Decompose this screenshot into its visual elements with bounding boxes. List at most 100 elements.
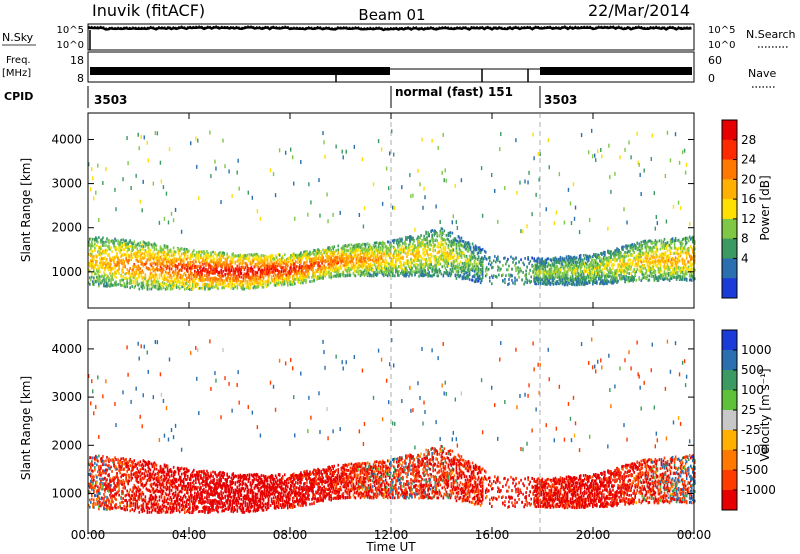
power-cell bbox=[450, 241, 453, 245]
power-cell bbox=[202, 276, 204, 279]
power-cell bbox=[543, 275, 546, 278]
power-cell bbox=[171, 285, 174, 289]
power-cell bbox=[342, 257, 345, 260]
power-cell bbox=[218, 261, 220, 264]
power-cell bbox=[426, 271, 428, 275]
power-cell bbox=[387, 262, 390, 266]
power-cell bbox=[334, 250, 337, 254]
power-cell bbox=[418, 259, 420, 263]
power-cell bbox=[198, 250, 200, 254]
power-cell bbox=[303, 271, 305, 275]
power-cell bbox=[216, 255, 218, 259]
power-cell bbox=[315, 255, 317, 259]
power-cell bbox=[424, 269, 426, 272]
power-cell bbox=[406, 259, 408, 263]
power-cell bbox=[349, 250, 352, 253]
power-cell bbox=[204, 282, 206, 286]
power-cell bbox=[286, 280, 289, 284]
power-cell bbox=[366, 242, 369, 246]
power-cell bbox=[352, 262, 355, 266]
power-cell bbox=[227, 282, 229, 286]
power-cell bbox=[122, 248, 124, 252]
power-cell bbox=[145, 266, 148, 269]
power-cell bbox=[326, 260, 328, 263]
power-cell bbox=[536, 276, 539, 280]
power-cell bbox=[445, 233, 448, 237]
power-cell bbox=[435, 265, 438, 269]
power-cell bbox=[176, 274, 179, 278]
power-cell bbox=[186, 249, 189, 253]
power-cell bbox=[217, 264, 219, 268]
power-cell bbox=[299, 256, 301, 260]
power-cell bbox=[223, 261, 225, 265]
power-cell bbox=[325, 259, 327, 263]
power-cell bbox=[480, 273, 483, 277]
power-cell bbox=[159, 160, 162, 165]
power-cell bbox=[444, 241, 447, 245]
power-cell bbox=[175, 259, 178, 263]
power-cell bbox=[435, 255, 438, 259]
power-cell bbox=[418, 270, 420, 274]
power-cell bbox=[269, 264, 272, 268]
power-cell bbox=[422, 205, 424, 210]
power-cell bbox=[99, 265, 101, 269]
power-cell bbox=[438, 234, 441, 238]
power-cell bbox=[418, 242, 420, 246]
power-cell bbox=[306, 257, 308, 261]
power-cell bbox=[157, 287, 160, 291]
power-cell bbox=[426, 259, 428, 263]
power-cell bbox=[185, 279, 188, 283]
power-cell bbox=[533, 268, 536, 272]
power-cell bbox=[313, 261, 315, 265]
power-cell bbox=[425, 230, 427, 234]
power-cell bbox=[137, 273, 140, 276]
power-cell bbox=[317, 275, 319, 279]
power-cell bbox=[367, 271, 370, 275]
power-cell bbox=[254, 276, 257, 280]
power-cell bbox=[136, 259, 139, 263]
power-cell bbox=[236, 268, 239, 272]
power-cell bbox=[400, 251, 402, 255]
power-cell bbox=[388, 256, 391, 260]
power-cell bbox=[301, 279, 303, 283]
power-cell bbox=[452, 264, 455, 267]
power-cell bbox=[137, 132, 139, 137]
power-cell bbox=[299, 270, 301, 274]
power-cell bbox=[425, 257, 427, 261]
power-cell bbox=[261, 272, 264, 276]
power-cell bbox=[198, 278, 200, 282]
power-cell bbox=[483, 249, 486, 253]
power-cell bbox=[136, 282, 139, 286]
power-cell bbox=[466, 269, 469, 273]
power-cell bbox=[322, 274, 324, 278]
power-cell bbox=[449, 234, 452, 238]
power-cell bbox=[525, 277, 527, 280]
power-cell bbox=[147, 246, 150, 250]
power-cell bbox=[172, 246, 175, 250]
power-cell bbox=[309, 253, 311, 256]
power-cell bbox=[131, 285, 134, 288]
power-cell bbox=[321, 254, 323, 257]
power-cell bbox=[368, 274, 371, 278]
power-cell bbox=[105, 265, 107, 269]
power-cell bbox=[458, 248, 461, 251]
power-cell bbox=[534, 280, 537, 284]
power-cell bbox=[238, 186, 240, 191]
power-cell bbox=[410, 268, 412, 272]
power-cell bbox=[408, 243, 410, 247]
power-cell bbox=[243, 275, 246, 279]
power-cell bbox=[466, 249, 469, 253]
power-cell bbox=[313, 278, 315, 282]
power-cell bbox=[113, 244, 115, 248]
power-cell bbox=[184, 253, 187, 257]
power-cell bbox=[401, 263, 403, 267]
power-cell bbox=[462, 272, 465, 276]
power-cell bbox=[169, 273, 172, 277]
power-cell bbox=[402, 250, 404, 254]
power-cell bbox=[342, 264, 345, 267]
power-cell bbox=[318, 256, 320, 260]
power-cell bbox=[139, 241, 142, 245]
power-cell bbox=[339, 265, 342, 269]
power-cell bbox=[179, 247, 182, 251]
power-cell bbox=[125, 257, 127, 261]
